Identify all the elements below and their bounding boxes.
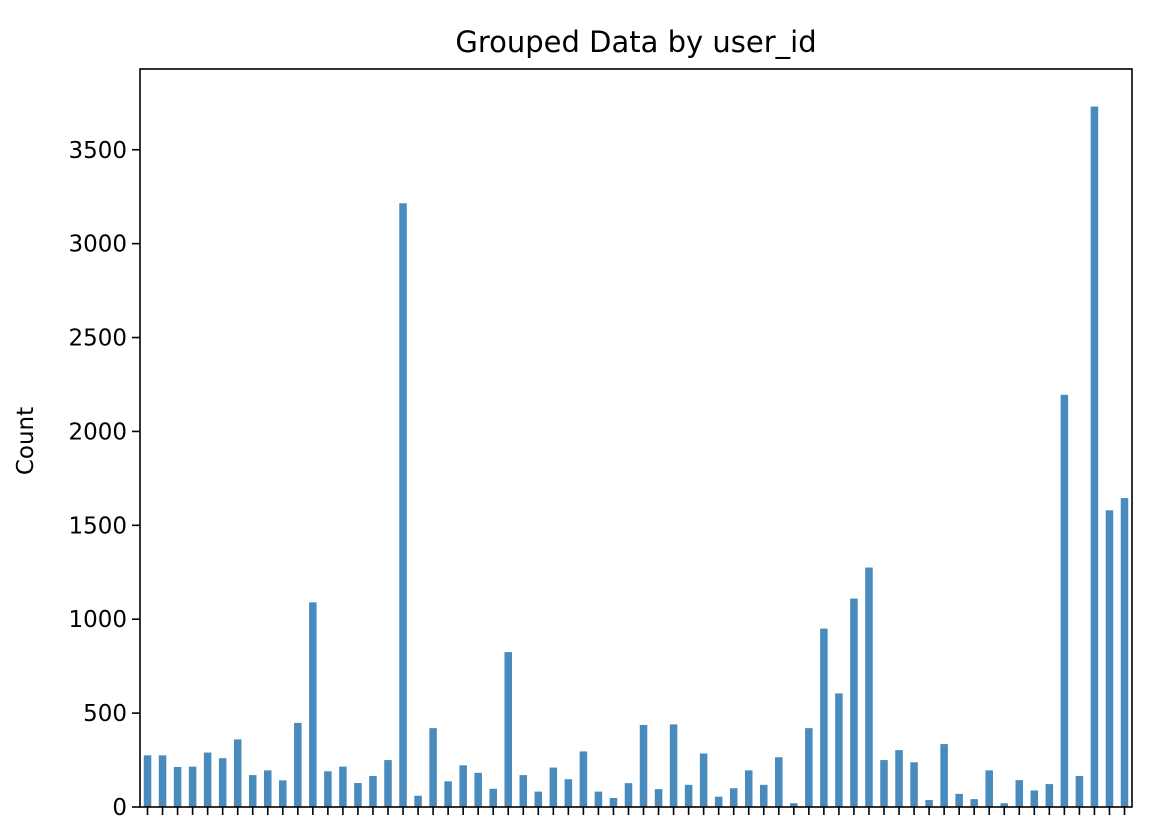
bar <box>1090 106 1099 807</box>
bar <box>955 793 963 807</box>
chart-title: Grouped Data by user_id <box>455 25 816 59</box>
bar <box>880 760 888 807</box>
bar <box>218 758 227 807</box>
bar <box>203 752 212 807</box>
bar <box>294 722 302 807</box>
bars-group <box>143 106 1129 807</box>
y-tick-label: 1000 <box>68 607 127 633</box>
bar <box>1075 776 1084 807</box>
bar <box>519 775 528 807</box>
bar <box>1030 790 1039 807</box>
y-tick-label: 1500 <box>68 513 127 539</box>
bar <box>775 757 783 807</box>
y-tick-label: 3000 <box>68 232 127 258</box>
bar <box>1000 803 1008 807</box>
bar <box>1060 394 1069 807</box>
bar <box>985 770 993 807</box>
bar <box>429 728 437 807</box>
bar <box>564 779 573 807</box>
bar <box>579 751 588 807</box>
bar <box>534 791 543 807</box>
bar <box>188 766 197 807</box>
bar <box>850 598 858 807</box>
bar <box>309 602 317 807</box>
bar <box>835 693 843 807</box>
bar <box>504 652 512 807</box>
bar <box>474 772 482 807</box>
y-tick-label: 3500 <box>68 138 127 164</box>
bar <box>459 765 467 807</box>
bar <box>1105 510 1114 807</box>
y-tick-label: 500 <box>83 701 127 727</box>
bar <box>399 203 407 807</box>
bar <box>1120 498 1129 807</box>
bar <box>143 755 152 807</box>
y-tick-label: 2500 <box>68 326 127 352</box>
bar <box>609 797 618 807</box>
bar <box>264 770 272 807</box>
bar <box>324 771 332 807</box>
y-tick-label: 2000 <box>68 419 127 445</box>
bar <box>760 784 768 807</box>
bar <box>820 628 828 807</box>
bar <box>339 766 347 807</box>
bar <box>1015 780 1024 807</box>
bar <box>279 780 287 807</box>
bar <box>940 744 948 807</box>
bar <box>384 760 392 807</box>
bar <box>790 803 798 807</box>
x-axis <box>146 807 1126 815</box>
plot-frame <box>139 68 1133 808</box>
bar <box>354 782 362 807</box>
bar <box>549 767 558 807</box>
bar <box>248 775 257 807</box>
bar <box>444 781 452 807</box>
bar <box>594 791 603 807</box>
bar <box>744 770 753 807</box>
bar <box>654 789 663 807</box>
bar <box>414 795 422 807</box>
bar <box>624 783 633 807</box>
bar <box>925 800 933 807</box>
bar <box>895 750 903 807</box>
bar <box>489 788 497 807</box>
y-axis: 0 500 1000 1500 2000 2500 3000 3500 <box>68 138 140 821</box>
bar <box>910 762 918 807</box>
y-axis-label: Count <box>13 407 39 475</box>
bar <box>865 567 873 807</box>
bar <box>970 799 978 807</box>
bar <box>369 776 377 807</box>
bar <box>805 728 813 807</box>
bar <box>158 755 167 807</box>
bar <box>714 796 723 807</box>
bar <box>639 724 648 807</box>
bar <box>1045 784 1054 807</box>
bar <box>729 788 738 807</box>
bar <box>233 739 242 807</box>
y-tick-label: 0 <box>112 795 127 821</box>
bar <box>173 767 182 807</box>
bar <box>669 724 678 807</box>
bar <box>699 753 708 807</box>
bar <box>684 784 693 807</box>
